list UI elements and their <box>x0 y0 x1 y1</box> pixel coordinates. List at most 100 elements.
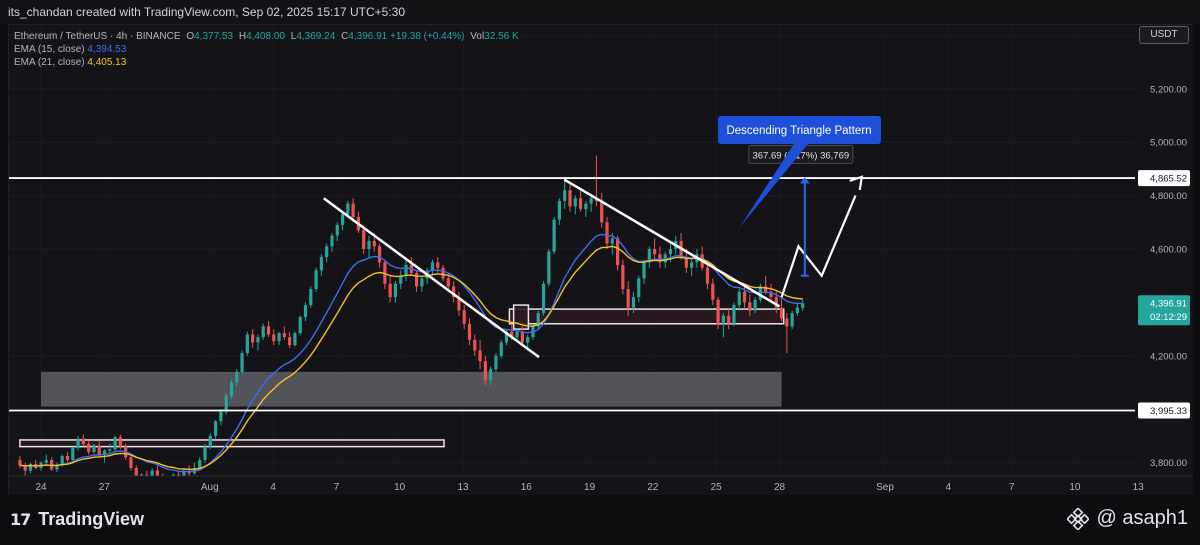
candle-body <box>293 333 297 346</box>
candle-body <box>266 326 271 335</box>
pattern-label: Descending Triangle Pattern <box>726 125 871 137</box>
projection-path <box>780 195 857 298</box>
candle-body <box>28 463 33 471</box>
candle-body <box>462 310 466 324</box>
x-tick-label: 7 <box>1009 482 1015 493</box>
price-line-label: 3,995.33 <box>1150 406 1187 417</box>
x-tick-label: 25 <box>711 482 723 493</box>
chart-pane[interactable]: 367.69 (8.17%) 36,769 Descending Triangle… <box>8 24 1193 496</box>
candle-body <box>298 317 302 334</box>
candle-body <box>198 459 202 468</box>
ema21-label: EMA (21, close) <box>14 57 85 68</box>
legend-ema21-row[interactable]: EMA (21, close) 4,405.13 <box>14 57 126 68</box>
candle-body <box>87 443 91 452</box>
candle-body <box>414 273 419 287</box>
legend-ema15-row[interactable]: EMA (15, close) 4,394.53 <box>14 44 126 55</box>
candle-body <box>589 198 593 204</box>
candle-body <box>50 459 54 470</box>
x-tick-label: 13 <box>457 482 469 493</box>
legend-high-key: H <box>238 31 247 42</box>
current-price-label: 4,396.91 <box>1150 299 1187 310</box>
candle-body <box>108 449 112 451</box>
candle-body <box>721 315 725 324</box>
candle-body <box>653 248 657 255</box>
candle-body <box>129 457 133 468</box>
candle-body <box>526 337 530 343</box>
ema21-value: 4,405.13 <box>87 57 127 68</box>
x-axis-bg <box>9 476 1135 496</box>
candle-body <box>251 334 255 343</box>
candle-body <box>362 230 366 249</box>
candle-body <box>753 299 757 311</box>
candle-body <box>134 467 138 481</box>
legend-volume: 32.56 K <box>484 31 519 42</box>
candle-body <box>790 313 794 327</box>
candle-body <box>795 307 800 314</box>
attribution-bar: its_chandan created with TradingView.com… <box>0 0 1200 24</box>
candle-body <box>282 333 286 338</box>
price-chart-svg[interactable]: 367.69 (8.17%) 36,769 Descending Triangle… <box>9 25 1193 496</box>
price-line-tag <box>1138 402 1190 419</box>
candle-body <box>319 257 323 271</box>
candle-body <box>288 337 292 346</box>
candle-body <box>547 251 551 284</box>
legend-volume-key: Vol <box>470 31 485 42</box>
candle-body <box>219 411 223 422</box>
candle-body <box>60 455 64 466</box>
y-tick-label: 5,000.00 <box>1150 138 1187 149</box>
candle-body <box>668 248 673 255</box>
candle-body <box>330 235 334 247</box>
legend-symbol-row: Ethereum / TetherUS · 4h · BINANCE O4,37… <box>14 31 519 42</box>
candle-body <box>732 305 736 324</box>
candle-body <box>573 198 577 207</box>
candle-body <box>277 333 281 342</box>
zone-demand <box>41 371 229 407</box>
tradingview-logo[interactable]: 17 TradingView <box>10 509 144 530</box>
candle-body <box>245 334 249 354</box>
candle-body <box>621 265 625 290</box>
candle-body <box>240 353 244 372</box>
x-tick-label: 4 <box>946 482 952 493</box>
author-watermark: @ asaph1 <box>1066 507 1188 530</box>
candle-body <box>256 337 260 343</box>
y-tick-label: 5,200.00 <box>1150 84 1187 95</box>
candle-body <box>18 459 22 466</box>
candle-body <box>340 214 345 225</box>
x-tick-label: 16 <box>521 482 533 493</box>
candle-body <box>494 355 498 370</box>
candle-body <box>314 270 318 290</box>
ema15-line <box>19 233 803 473</box>
candle-body <box>478 350 482 362</box>
candle-body <box>81 438 85 444</box>
candle-body <box>351 203 355 217</box>
candle-body <box>272 334 276 342</box>
y-tick-label: 4,600.00 <box>1150 244 1187 255</box>
legend-change: +19.38 (+0.44%) <box>390 31 465 42</box>
candle-body <box>499 342 503 356</box>
candle-body <box>325 246 329 258</box>
candle-body <box>658 254 662 263</box>
x-tick-label: 7 <box>334 482 340 493</box>
x-tick-label: 24 <box>35 482 47 493</box>
candle-body <box>309 289 313 306</box>
candle-body <box>377 246 382 263</box>
price-line-tag <box>1138 170 1190 187</box>
candle-body <box>335 224 339 236</box>
legend-low: 4,369.24 <box>296 31 336 42</box>
countdown-label: 02:12:29 <box>1150 312 1187 323</box>
candle-body <box>436 262 440 268</box>
candle-body <box>303 305 308 318</box>
candle-body <box>430 262 435 271</box>
candle-body <box>367 240 371 249</box>
candle-body <box>774 297 778 308</box>
zone-support <box>508 308 785 325</box>
legend-low-key: L <box>290 31 297 42</box>
trendline <box>563 178 781 308</box>
candle-body <box>23 465 27 471</box>
candle-body <box>71 447 75 460</box>
candle-body <box>446 278 450 287</box>
candle-body <box>711 283 715 300</box>
candle-body <box>467 323 472 340</box>
candle-body <box>510 331 514 338</box>
currency-button[interactable]: USDT <box>1139 26 1189 44</box>
